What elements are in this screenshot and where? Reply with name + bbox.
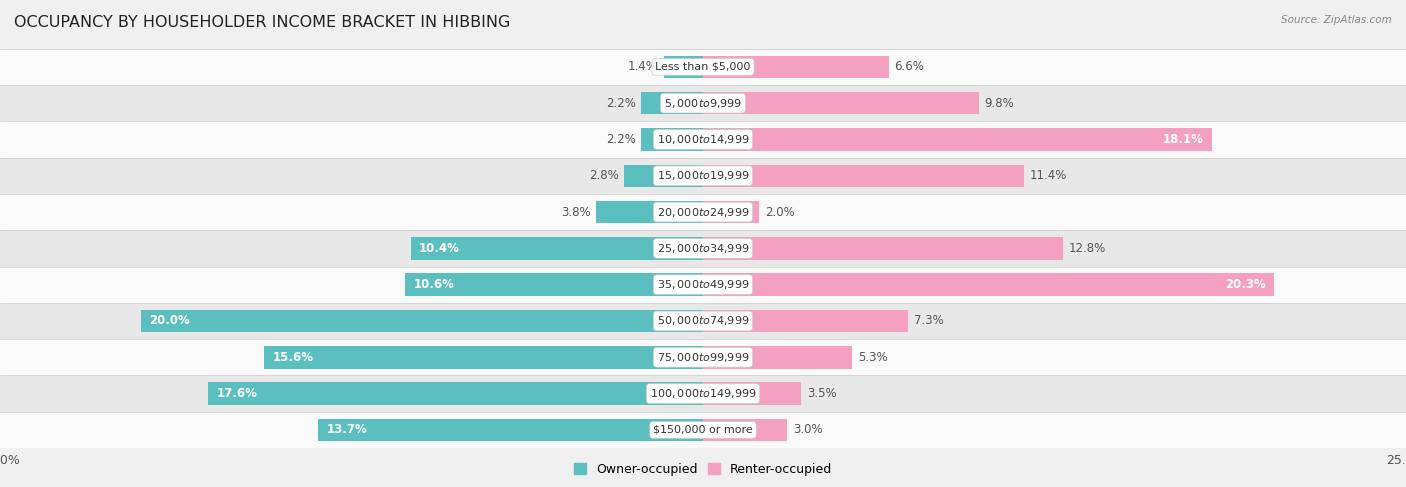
Bar xyxy=(141,310,703,332)
Bar xyxy=(703,237,1063,260)
Bar xyxy=(596,201,703,224)
Bar xyxy=(0,49,1406,85)
Bar xyxy=(264,346,703,369)
Text: Less than $5,000: Less than $5,000 xyxy=(655,62,751,72)
Text: OCCUPANCY BY HOUSEHOLDER INCOME BRACKET IN HIBBING: OCCUPANCY BY HOUSEHOLDER INCOME BRACKET … xyxy=(14,15,510,30)
Text: $100,000 to $149,999: $100,000 to $149,999 xyxy=(650,387,756,400)
Text: 20.0%: 20.0% xyxy=(149,315,190,327)
Text: 2.2%: 2.2% xyxy=(606,133,636,146)
Bar xyxy=(703,273,1274,296)
Text: $150,000 or more: $150,000 or more xyxy=(654,425,752,435)
Text: $5,000 to $9,999: $5,000 to $9,999 xyxy=(664,96,742,110)
Bar xyxy=(641,92,703,114)
Bar xyxy=(703,310,908,332)
Bar xyxy=(703,382,801,405)
Text: 9.8%: 9.8% xyxy=(984,96,1014,110)
Text: $50,000 to $74,999: $50,000 to $74,999 xyxy=(657,315,749,327)
Bar xyxy=(0,121,1406,158)
Text: 11.4%: 11.4% xyxy=(1029,169,1067,182)
Text: 12.8%: 12.8% xyxy=(1069,242,1105,255)
Bar xyxy=(318,419,703,441)
Text: $20,000 to $24,999: $20,000 to $24,999 xyxy=(657,206,749,219)
Text: $75,000 to $99,999: $75,000 to $99,999 xyxy=(657,351,749,364)
Text: $35,000 to $49,999: $35,000 to $49,999 xyxy=(657,278,749,291)
Text: 2.8%: 2.8% xyxy=(589,169,619,182)
Text: 18.1%: 18.1% xyxy=(1163,133,1204,146)
Bar xyxy=(624,165,703,187)
Bar xyxy=(703,56,889,78)
Text: $10,000 to $14,999: $10,000 to $14,999 xyxy=(657,133,749,146)
Text: 5.3%: 5.3% xyxy=(858,351,887,364)
Text: 6.6%: 6.6% xyxy=(894,60,924,74)
Text: 3.5%: 3.5% xyxy=(807,387,837,400)
Text: $25,000 to $34,999: $25,000 to $34,999 xyxy=(657,242,749,255)
Bar xyxy=(0,412,1406,448)
Bar xyxy=(208,382,703,405)
Bar xyxy=(0,230,1406,266)
Text: 3.8%: 3.8% xyxy=(561,206,591,219)
Bar xyxy=(0,303,1406,339)
Text: $15,000 to $19,999: $15,000 to $19,999 xyxy=(657,169,749,182)
Bar xyxy=(664,56,703,78)
Text: 2.0%: 2.0% xyxy=(765,206,794,219)
Bar xyxy=(0,375,1406,412)
Text: 10.4%: 10.4% xyxy=(419,242,460,255)
Bar xyxy=(0,194,1406,230)
Bar xyxy=(703,201,759,224)
Text: 13.7%: 13.7% xyxy=(326,423,367,436)
Text: 2.2%: 2.2% xyxy=(606,96,636,110)
Text: 3.0%: 3.0% xyxy=(793,423,823,436)
Text: 20.3%: 20.3% xyxy=(1225,278,1265,291)
Bar xyxy=(0,158,1406,194)
Bar xyxy=(0,85,1406,121)
Bar xyxy=(703,128,1212,150)
Text: 10.6%: 10.6% xyxy=(413,278,454,291)
Text: 17.6%: 17.6% xyxy=(217,387,257,400)
Bar xyxy=(0,266,1406,303)
Bar xyxy=(405,273,703,296)
Text: Source: ZipAtlas.com: Source: ZipAtlas.com xyxy=(1281,15,1392,25)
Legend: Owner-occupied, Renter-occupied: Owner-occupied, Renter-occupied xyxy=(568,458,838,481)
Text: 1.4%: 1.4% xyxy=(628,60,658,74)
Bar xyxy=(411,237,703,260)
Bar xyxy=(0,339,1406,375)
Text: 15.6%: 15.6% xyxy=(273,351,314,364)
Bar xyxy=(703,419,787,441)
Bar xyxy=(641,128,703,150)
Bar xyxy=(703,92,979,114)
Text: 7.3%: 7.3% xyxy=(914,315,943,327)
Bar xyxy=(703,165,1024,187)
Bar xyxy=(703,346,852,369)
